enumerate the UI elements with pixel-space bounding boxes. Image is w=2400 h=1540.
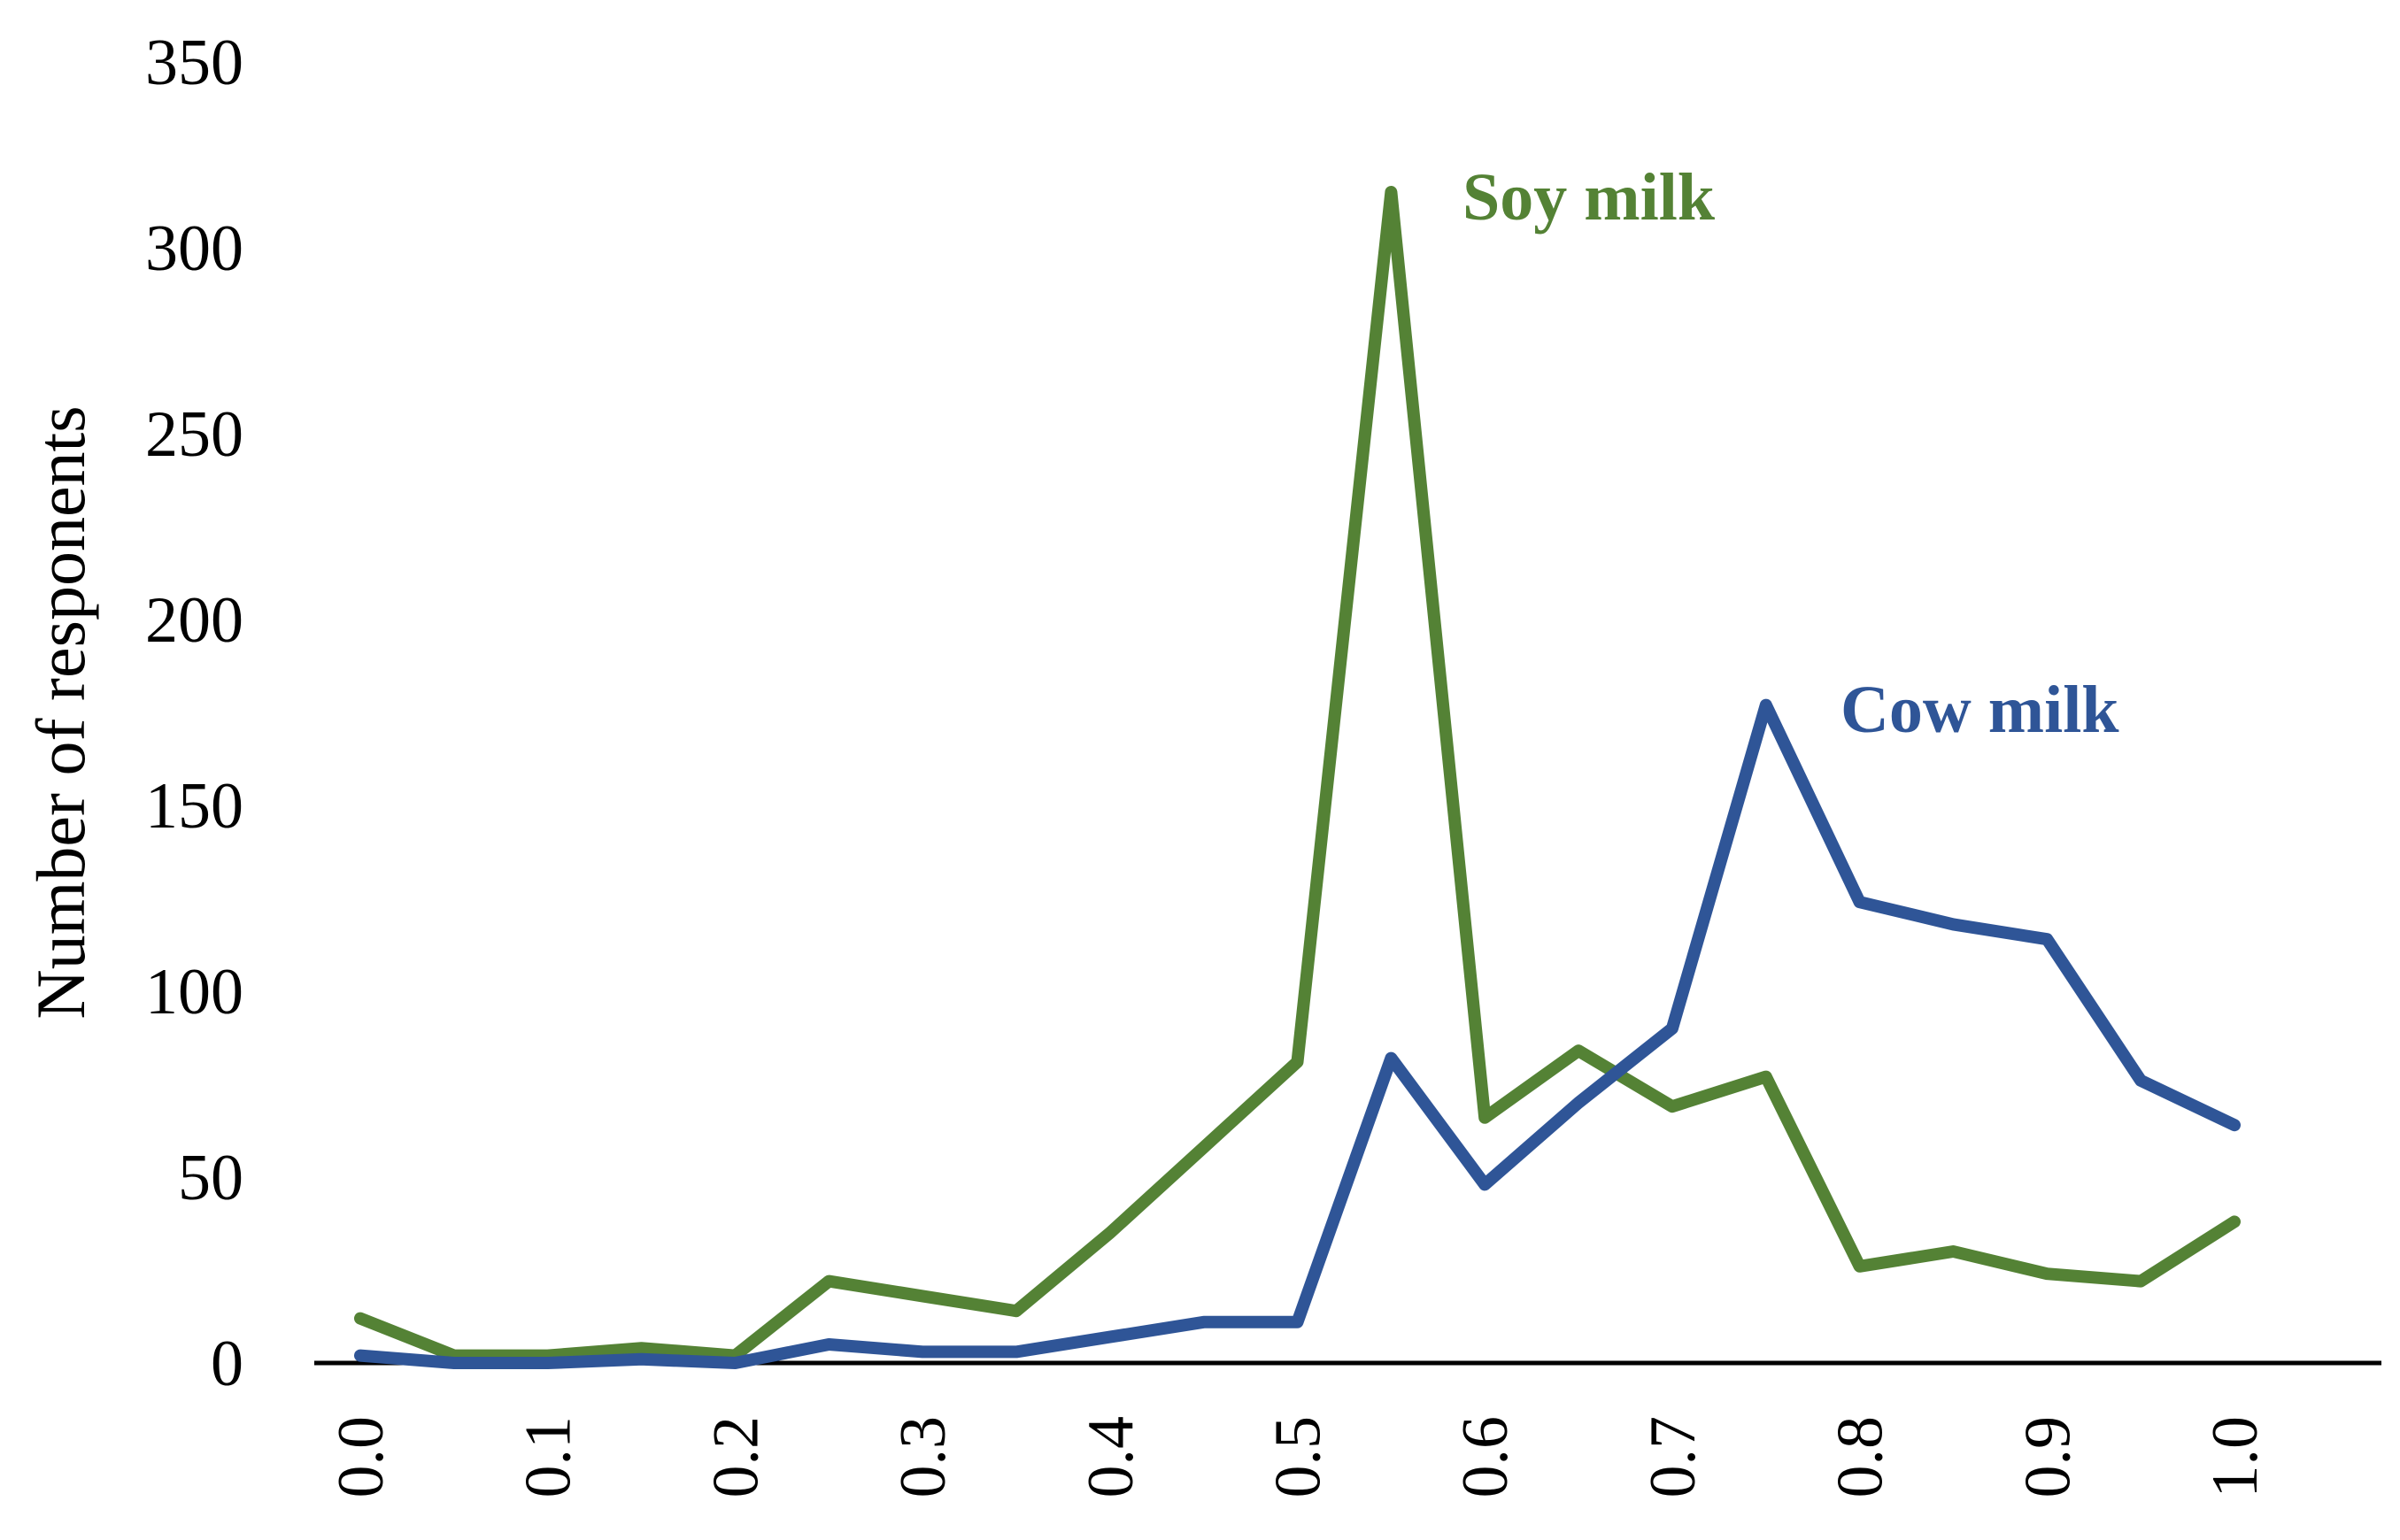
y-axis-ticks: 0 50 100 150 200 250 300 350 bbox=[145, 27, 243, 1400]
y-tick-label: 350 bbox=[145, 27, 243, 99]
series-line-cow-milk bbox=[354, 698, 2241, 1369]
y-tick-label: 200 bbox=[145, 584, 243, 657]
y-tick-label: 50 bbox=[178, 1142, 243, 1214]
x-tick-label: 1.0 bbox=[2199, 1416, 2272, 1498]
x-tick-label: 0.1 bbox=[513, 1416, 585, 1498]
x-tick-label: 0.2 bbox=[699, 1416, 772, 1498]
y-tick-label: 100 bbox=[145, 956, 243, 1028]
x-tick-label: 0.5 bbox=[1262, 1416, 1335, 1498]
y-tick-label: 0 bbox=[211, 1328, 243, 1400]
x-tick-label: 0.0 bbox=[325, 1416, 397, 1498]
y-tick-label: 250 bbox=[145, 398, 243, 471]
x-tick-label: 0.4 bbox=[1075, 1416, 1147, 1498]
series-labels: Soy milk Cow milk bbox=[1462, 160, 2119, 747]
x-tick-label: 0.7 bbox=[1637, 1416, 1709, 1498]
x-tick-label: 0.6 bbox=[1449, 1416, 1522, 1498]
series-lines bbox=[354, 186, 2241, 1369]
x-tick-label: 0.3 bbox=[887, 1416, 960, 1498]
series-label-cow-milk: Cow milk bbox=[1841, 673, 2119, 747]
x-tick-label: 0.9 bbox=[2011, 1416, 2084, 1498]
series-line-soy-milk bbox=[354, 186, 2241, 1362]
x-axis-ticks: 0.0 0.1 0.2 0.3 0.4 0.5 0.6 0.7 0.8 0.9 1.0 bbox=[325, 1416, 2272, 1498]
y-tick-label: 300 bbox=[145, 212, 243, 285]
x-tick-label: 0.8 bbox=[1825, 1416, 1897, 1498]
series-label-soy-milk: Soy milk bbox=[1462, 160, 1716, 235]
y-axis-title: Number of responents bbox=[22, 405, 99, 1019]
y-tick-label: 150 bbox=[145, 770, 243, 843]
